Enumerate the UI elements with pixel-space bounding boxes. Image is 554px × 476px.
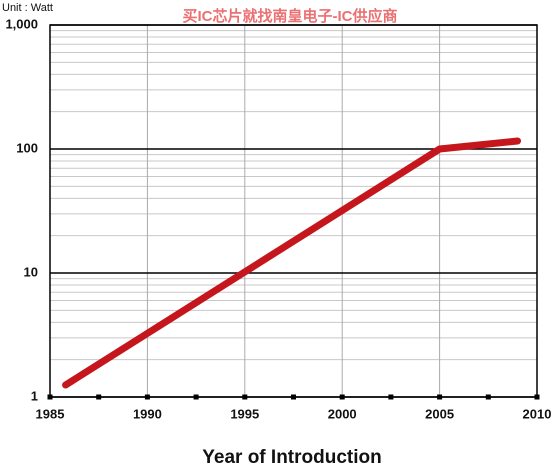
y-tick-label: 1	[31, 388, 38, 403]
x-tick-label: 1990	[133, 406, 162, 421]
unit-label: Unit : Watt	[2, 2, 53, 14]
x-tick-label: 1985	[36, 406, 65, 421]
x-tick-label: 1995	[230, 406, 259, 421]
x-axis-label: Year of Introduction	[202, 447, 381, 468]
plot-frame	[49, 24, 538, 398]
x-tick-label: 2000	[328, 406, 357, 421]
watermark: 买IC芯片就找南皇电子-IC供应商	[183, 7, 398, 25]
y-tick-label: 1,000	[5, 16, 38, 31]
y-tick-label: 100	[16, 140, 38, 155]
data-line	[62, 137, 522, 389]
x-tick-label: 2010	[523, 406, 552, 421]
x-tick-label: 2005	[425, 406, 454, 421]
y-tick-label: 10	[24, 264, 38, 279]
